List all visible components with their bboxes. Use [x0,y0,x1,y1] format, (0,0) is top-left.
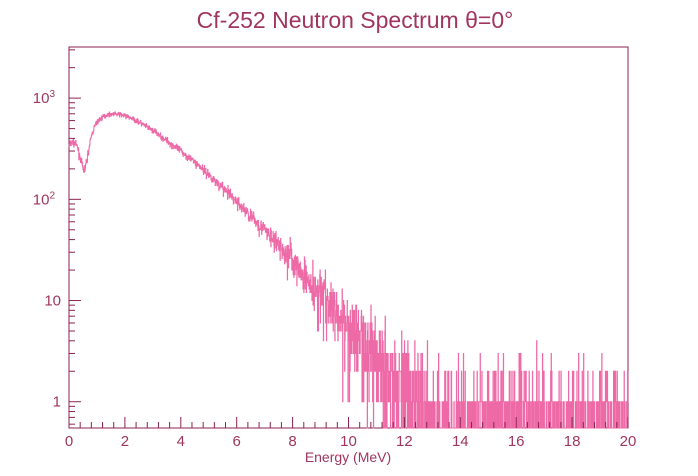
y-tick-label: 102 [33,190,56,208]
x-tick-label: 18 [564,433,581,450]
x-tick-label: 10 [340,433,357,450]
x-tick-label: 6 [233,433,241,450]
y-tick-label: 10 [44,293,61,310]
y-tick-label: 1 [53,394,61,411]
x-tick-label: 12 [396,433,413,450]
y-tick-label: 103 [33,89,56,107]
x-tick-label: 2 [121,433,129,450]
x-tick-label: 16 [508,433,525,450]
x-tick-label: 20 [620,433,637,450]
x-tick-label: 4 [177,433,185,450]
x-tick-label: 14 [452,433,469,450]
chart-title: Cf-252 Neutron Spectrum θ=0° [197,7,514,33]
x-tick-label: 8 [288,433,296,450]
x-axis-label: Energy (MeV) [305,449,391,465]
series-line [68,111,629,429]
series-layer [68,111,629,429]
axes: 0 2 4 6 8 10 12 14 16 18 20 1 10 102 103 [33,49,637,450]
x-tick-label: 0 [65,433,73,450]
